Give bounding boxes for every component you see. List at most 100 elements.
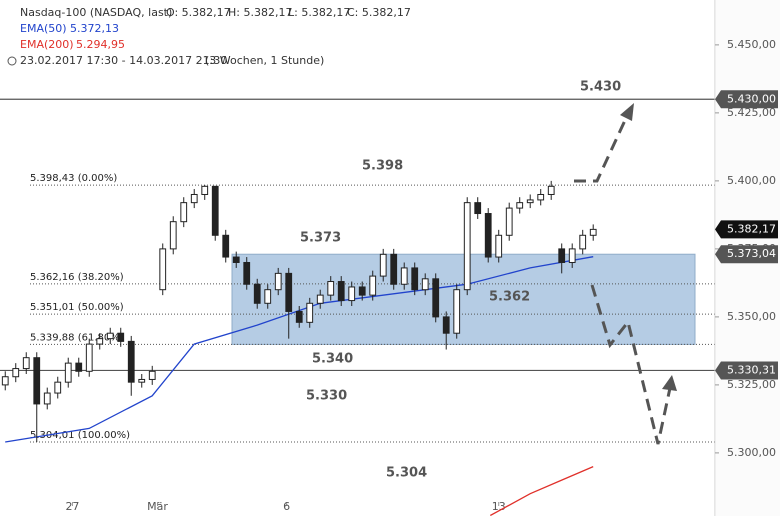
arrow-head — [620, 103, 634, 121]
price-box — [715, 245, 778, 264]
candle-body — [316, 294, 324, 304]
legend-bg — [0, 0, 410, 72]
candle-body — [411, 267, 419, 291]
price-box — [715, 90, 778, 109]
price-box — [715, 220, 778, 239]
legend-interval: (3 Wochen, 1 Stunde) — [205, 54, 324, 67]
candle-body — [285, 272, 293, 312]
candle-body — [421, 278, 429, 291]
candle-body — [369, 275, 377, 296]
annotation: 5.373 — [300, 231, 341, 246]
legend: Nasdaq-100 (NASDAQ, last) O: 5.382,17 H:… — [0, 0, 411, 72]
legend-high: H: 5.382,17 — [228, 6, 292, 19]
y-tick-label: 5.450,00 — [727, 38, 776, 51]
candle-body — [390, 253, 398, 285]
candle-body — [558, 248, 566, 263]
x-tick-label: 6 — [283, 500, 290, 513]
candle-body — [295, 310, 303, 323]
ema-line — [489, 466, 594, 516]
x-tick-label: 13 — [492, 500, 506, 513]
candle-body — [253, 283, 261, 304]
annotation: 5.398 — [362, 159, 403, 174]
candle-body — [232, 256, 240, 263]
legend-range: 23.02.2017 17:30 - 14.03.2017 21:30 — [20, 54, 227, 67]
annotation: 5.330 — [306, 389, 347, 404]
y-tick-label: 5.350,00 — [727, 310, 776, 323]
candle-body — [568, 248, 576, 263]
candle-body — [537, 193, 545, 201]
candle-body — [589, 228, 597, 236]
candle-body — [243, 261, 251, 285]
candle-body — [463, 202, 471, 291]
candle-body — [348, 286, 356, 302]
price-box-label: 5.373,04 — [727, 247, 776, 260]
fib-label: 5.398,43 (0.00%) — [30, 173, 117, 184]
candle-body — [148, 370, 156, 380]
candle-body — [117, 332, 125, 342]
legend-ema200: EMA(200) — [20, 38, 74, 51]
candle-body — [379, 253, 387, 277]
legend-ema50: EMA(50) — [20, 22, 67, 35]
price-box-label: 5.430,00 — [727, 92, 776, 105]
y-tick-label: 5.325,00 — [727, 378, 776, 391]
candle-body — [211, 185, 219, 236]
candle-body — [453, 289, 461, 334]
fib-label: 5.362,16 (38.20%) — [30, 272, 124, 283]
candle-body — [54, 381, 62, 394]
legend-ema50-value: 5.372,13 — [70, 22, 119, 35]
fib-label: 5.351,01 (50.00%) — [30, 302, 124, 313]
candle-body — [64, 362, 72, 383]
candle-body — [306, 302, 314, 323]
candle-body — [526, 199, 534, 204]
zone — [231, 253, 696, 345]
candle-body — [1, 376, 9, 386]
candle-body — [264, 289, 272, 304]
candle-body — [432, 278, 440, 318]
scenario-arrows — [574, 115, 672, 445]
candle-body — [43, 392, 51, 405]
candle-body — [222, 234, 230, 258]
candle-body — [484, 213, 492, 258]
price-box-label: 5.382,17 — [727, 222, 776, 235]
y-tick-label: 5.400,00 — [727, 174, 776, 187]
candle-body — [75, 362, 83, 372]
arrow-head — [662, 375, 677, 391]
plot: 27 Mär 6 13 5.398,43 (0.00%) 5.362,16 (38.20%… — [0, 98, 715, 516]
price-box — [715, 361, 778, 380]
candle-body — [96, 338, 104, 345]
candle-body — [33, 357, 41, 405]
arrow-down — [590, 284, 672, 445]
x-tick-label: 27 — [65, 500, 79, 513]
candle-body — [274, 272, 282, 291]
candle-body — [505, 207, 513, 236]
candle-body — [400, 267, 408, 285]
candle-body — [358, 286, 366, 296]
candle-body — [22, 357, 30, 370]
y-tick-label: 5.300,00 — [727, 446, 776, 459]
fib-label: 5.304,01 (100.00%) — [30, 430, 130, 441]
candle-body — [442, 316, 450, 334]
candle-body — [579, 234, 587, 250]
candle-body — [516, 202, 524, 209]
candle-body — [138, 378, 146, 383]
annotations: 5.430 5.398 5.373 5.362 5.340 5.330 5.30… — [300, 80, 621, 481]
fib-label: 5.339,88 (61.80%) — [30, 332, 124, 343]
annotation: 5.304 — [386, 466, 427, 481]
candle-body — [190, 193, 198, 204]
candle-body — [159, 248, 167, 291]
legend-open: O: 5.382,17 — [166, 6, 231, 19]
candle-body — [12, 368, 20, 378]
legend-low: L: 5.382,17 — [288, 6, 350, 19]
legend-ema200-value: 5.294,95 — [76, 38, 125, 51]
annotation: 5.340 — [312, 352, 353, 367]
candle-body — [337, 281, 345, 302]
candle-body — [106, 332, 114, 340]
legend-close: C: 5.382,17 — [347, 6, 411, 19]
candle-body — [127, 340, 135, 383]
candle-body — [495, 234, 503, 258]
price-box-label: 5.330,31 — [727, 363, 776, 376]
clock-icon — [7, 56, 17, 66]
candle-body — [547, 185, 555, 195]
candle-body — [180, 202, 188, 223]
